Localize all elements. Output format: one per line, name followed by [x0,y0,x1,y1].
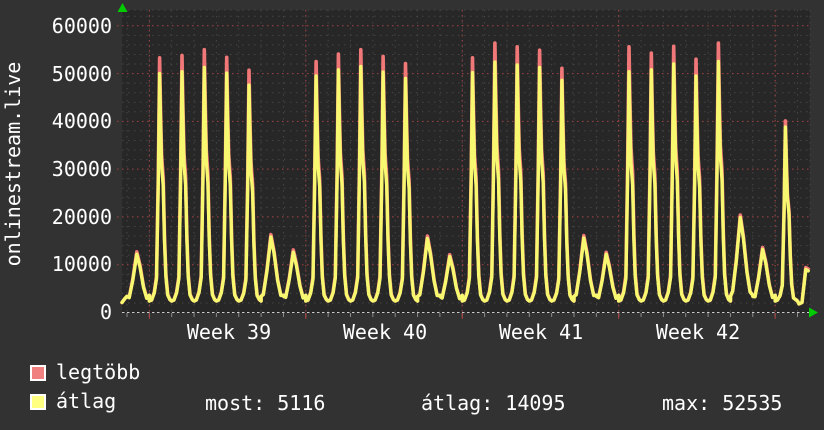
stat-most: most: 5116 [205,391,326,415]
stat-max: max: 52535 [662,391,783,415]
legend-swatch-max [30,365,46,381]
y-axis-tick-label-60000: 60000 [51,14,112,38]
x-axis-label-week-41: Week 41 [498,320,584,344]
y-axis-tick-label-30000: 30000 [51,157,112,181]
y-axis-tick-label-40000: 40000 [51,109,112,133]
x-axis-label-week-42: Week 42 [655,320,741,344]
stat-atlag: átlag: 14095 [421,391,566,415]
legend-row-max: legtöbb [30,362,140,382]
y-axis-tick-label-0: 0 [99,300,112,324]
y-axis-tick-label-20000: 20000 [51,205,112,229]
y-axis-tick-label-50000: 50000 [51,62,112,86]
legend-swatch-avg [30,394,46,410]
legend-label-avg: átlag [56,389,117,413]
x-axis-label-week-39: Week 39 [186,320,272,344]
legend-label-max: legtöbb [56,360,141,384]
y-axis-tick-label-10000: 10000 [51,252,112,276]
legend-row-avg: átlag [30,391,116,411]
x-axis-label-week-40: Week 40 [342,320,428,344]
chart-vertical-title: onlinestream.live [1,61,25,267]
